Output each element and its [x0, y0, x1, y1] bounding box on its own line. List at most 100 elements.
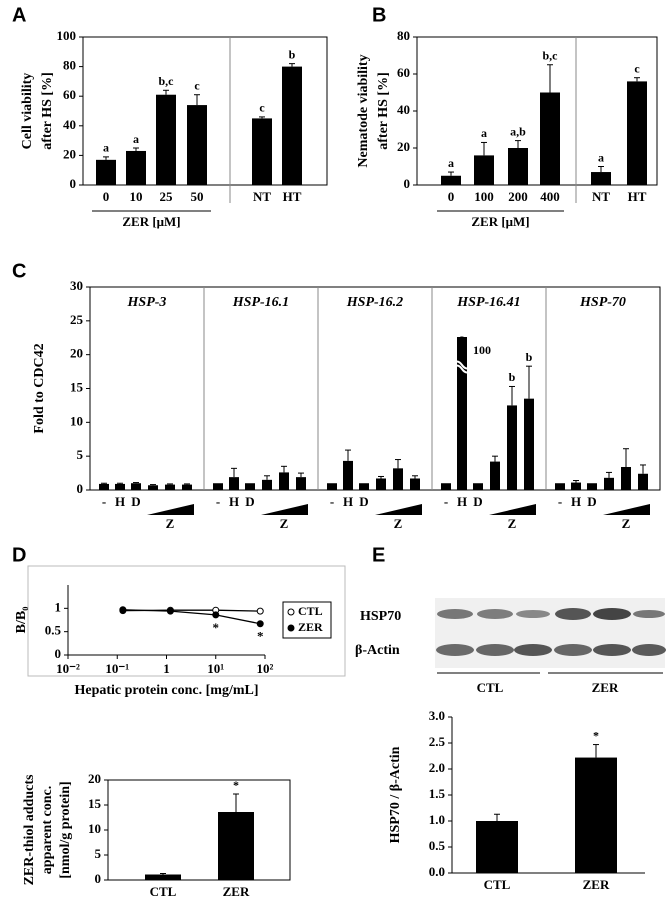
- bar: [99, 483, 109, 490]
- annotation: a: [133, 132, 139, 146]
- error-bar: [163, 89, 169, 95]
- x-tick-label: -: [216, 494, 220, 509]
- x-tick-label: 200: [508, 189, 528, 204]
- error-bar: [640, 464, 646, 474]
- annotation: a: [448, 156, 454, 170]
- error-bar: [264, 475, 270, 480]
- x-tick-label: 0: [448, 189, 455, 204]
- y-tick-label: 1.5: [429, 786, 446, 801]
- annotation: b: [289, 47, 296, 61]
- y-tick-label: 60: [63, 87, 76, 102]
- bar: [507, 405, 517, 490]
- group-label: Z: [394, 516, 403, 531]
- x-tick-label: 400: [540, 189, 560, 204]
- x-tick-label: D: [473, 494, 482, 509]
- y-tick-label: 20: [63, 146, 76, 161]
- bar: [393, 468, 403, 490]
- axis-break: [451, 360, 473, 374]
- y-axis-label: after HS [%]: [376, 72, 391, 150]
- error-bar: [547, 64, 553, 93]
- point: [256, 620, 264, 628]
- y-tick-label: 60: [397, 65, 410, 80]
- bar: [575, 757, 617, 873]
- annotation: a: [481, 126, 487, 140]
- x-tick-label: D: [359, 494, 368, 509]
- error-bar: [103, 156, 109, 160]
- point: [119, 606, 127, 614]
- point: [166, 607, 174, 615]
- bar: [145, 874, 181, 880]
- blot-group-label: ZER: [592, 680, 619, 695]
- error-bar: [298, 472, 304, 478]
- annotation: b,c: [159, 74, 175, 88]
- plot-frame: [107, 779, 291, 881]
- x-tick-label: CTL: [150, 884, 177, 899]
- error-bar: [573, 480, 579, 483]
- bar: [555, 483, 565, 490]
- annotation: b: [509, 370, 516, 384]
- y-tick-label: 80: [63, 58, 76, 73]
- y-tick-label: 1: [55, 599, 62, 614]
- annotation: a: [459, 331, 465, 345]
- bar: [115, 483, 125, 490]
- bar: [279, 472, 289, 490]
- bar: [182, 484, 192, 490]
- error-bar: [184, 483, 190, 485]
- plot-frame: [89, 286, 661, 491]
- dose-ramp: [489, 504, 536, 515]
- blot-row-label: β-Actin: [355, 643, 400, 658]
- bar: [524, 398, 534, 490]
- annotation: b: [526, 350, 533, 364]
- legend-box: [282, 601, 332, 639]
- plot-clip: [99, 337, 648, 491]
- bar: [213, 483, 223, 490]
- bar: [359, 483, 369, 490]
- annotation: *: [233, 778, 239, 792]
- blot-image: [435, 598, 666, 674]
- x-tick-label: -: [102, 494, 106, 509]
- dose-ramp: [147, 504, 194, 515]
- error-bar: [481, 141, 487, 156]
- bar: [218, 812, 254, 880]
- x-tick-label: 10: [130, 189, 143, 204]
- group-label: Z: [280, 516, 289, 531]
- bar: [96, 159, 116, 185]
- y-axis-label: apparent conc.: [40, 786, 55, 874]
- bar: [476, 821, 518, 873]
- error-bar: [117, 482, 123, 484]
- error-bar: [448, 171, 454, 176]
- y-tick-label: 80: [397, 28, 410, 43]
- bar: [327, 483, 337, 490]
- y-tick-label: 0: [404, 176, 411, 191]
- error-bar: [623, 448, 629, 467]
- x-tick-label: -: [330, 494, 334, 509]
- error-bar: [231, 467, 237, 478]
- y-axis-label: after HS [%]: [40, 72, 55, 150]
- x-tick-label: 100: [474, 189, 494, 204]
- error-bar: [412, 475, 418, 479]
- panel-letter: C: [12, 260, 26, 282]
- y-tick-label: 40: [397, 102, 410, 117]
- panel-letter: A: [12, 4, 26, 26]
- point: [212, 611, 220, 619]
- x-tick-label: 0: [103, 189, 110, 204]
- annotation: *: [257, 629, 264, 644]
- y-axis-label: Nematode viability: [356, 54, 371, 167]
- error-bar: [492, 455, 498, 462]
- error-bar: [133, 482, 139, 484]
- x-tick-label: D: [131, 494, 140, 509]
- error-bar: [233, 793, 239, 812]
- subplot-title: HSP-70: [579, 295, 626, 310]
- bar: [591, 172, 611, 185]
- error-bar: [634, 77, 640, 82]
- y-axis-label: Fold to CDC42: [32, 343, 47, 433]
- bar: [473, 483, 483, 490]
- bar: [457, 337, 467, 491]
- annotation: b,c: [543, 49, 559, 63]
- y-tick-label: 3.0: [429, 708, 445, 723]
- legend-label: ZER: [298, 620, 323, 634]
- error-bar: [515, 140, 521, 148]
- error-bar: [259, 116, 265, 119]
- bar: [296, 477, 306, 490]
